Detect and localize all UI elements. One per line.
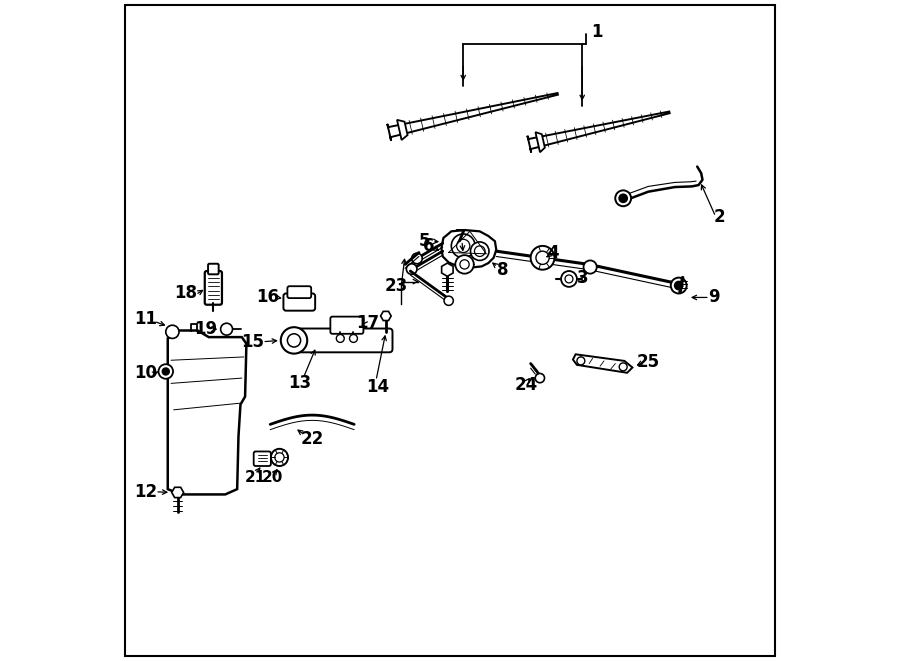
Circle shape [451,234,475,258]
Text: 1: 1 [591,22,602,41]
Text: 9: 9 [708,288,720,307]
Text: 21: 21 [245,470,266,485]
Text: 18: 18 [174,284,197,303]
Circle shape [619,363,627,371]
Circle shape [531,246,554,270]
Text: 6: 6 [423,237,435,255]
Polygon shape [167,330,247,494]
Circle shape [271,449,288,466]
Text: 16: 16 [256,288,279,307]
Text: 12: 12 [134,483,158,501]
Text: 2: 2 [714,208,725,226]
Polygon shape [397,120,408,140]
Circle shape [407,264,417,274]
Text: 7: 7 [454,227,466,246]
Circle shape [456,239,470,253]
Text: 10: 10 [134,364,158,382]
Text: 23: 23 [384,276,408,295]
Text: 11: 11 [134,309,158,328]
Circle shape [411,253,422,264]
Text: 8: 8 [497,260,508,279]
Circle shape [158,364,173,379]
Polygon shape [441,230,496,268]
Circle shape [455,255,473,274]
Text: 24: 24 [515,375,537,394]
FancyBboxPatch shape [208,264,219,274]
Circle shape [670,278,687,293]
Circle shape [577,357,585,365]
Polygon shape [536,132,544,152]
Circle shape [536,373,544,383]
Circle shape [281,327,307,354]
Text: 20: 20 [262,470,284,485]
Circle shape [444,296,454,305]
FancyBboxPatch shape [284,293,315,311]
Text: 13: 13 [288,374,310,393]
Circle shape [163,368,169,375]
Circle shape [274,453,284,462]
Circle shape [166,325,179,338]
FancyBboxPatch shape [205,271,222,305]
Circle shape [565,275,573,283]
Circle shape [474,246,485,256]
Circle shape [471,242,489,260]
Circle shape [616,190,631,206]
Polygon shape [172,487,184,498]
Circle shape [619,194,627,202]
FancyBboxPatch shape [290,329,392,352]
Circle shape [536,251,549,264]
FancyBboxPatch shape [254,451,271,466]
Text: 3: 3 [576,269,588,288]
Text: 4: 4 [547,243,559,262]
Polygon shape [442,263,453,276]
Polygon shape [387,93,558,141]
Circle shape [561,271,577,287]
Text: 17: 17 [356,313,380,332]
Polygon shape [381,311,392,321]
Circle shape [583,260,597,274]
FancyBboxPatch shape [330,317,364,334]
Text: 14: 14 [365,377,389,396]
Circle shape [349,334,357,342]
Text: 22: 22 [301,430,324,448]
Text: 25: 25 [636,353,660,371]
Text: 15: 15 [241,332,265,351]
Circle shape [675,282,683,290]
Circle shape [287,334,301,347]
Circle shape [460,260,469,269]
Polygon shape [527,112,670,153]
Circle shape [220,323,232,335]
Text: 5: 5 [419,232,430,251]
Polygon shape [573,354,633,373]
FancyBboxPatch shape [287,286,311,298]
Circle shape [337,334,344,342]
Text: 19: 19 [194,320,217,338]
